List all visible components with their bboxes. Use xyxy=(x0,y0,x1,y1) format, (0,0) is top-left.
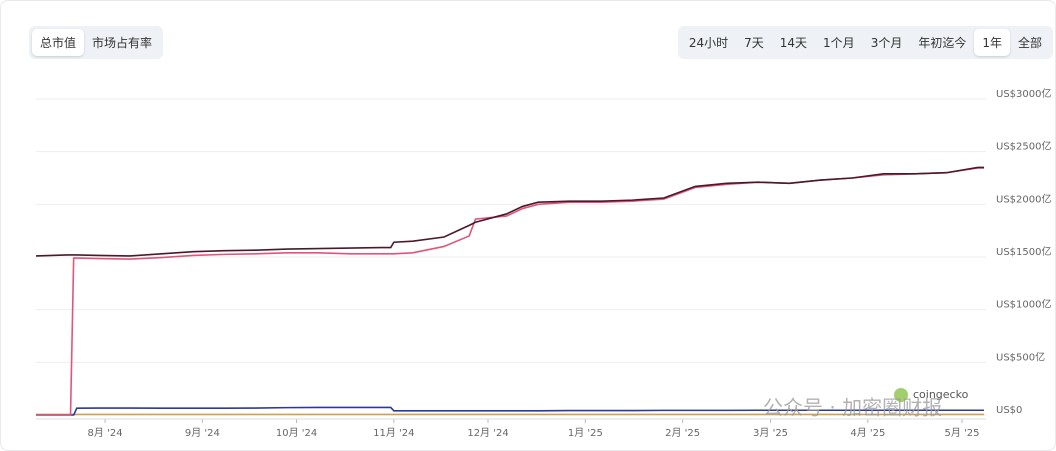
range-selector: 24小时 7天 14天 1个月 3个月 年初迄今 1年 全部 xyxy=(677,26,1053,59)
x-tick-label: 9月 '24 xyxy=(185,427,220,439)
x-tick-label: 8月 '24 xyxy=(88,427,123,439)
x-tick-label: 3月 '25 xyxy=(753,427,788,439)
x-tick-label: 12月 '24 xyxy=(467,427,508,439)
toggle-button[interactable]: 市场占有率 xyxy=(92,36,153,50)
y-tick-label: US$2000亿 xyxy=(996,192,1051,205)
watermark-logo xyxy=(894,388,908,402)
y-tick-label: US$1000亿 xyxy=(996,298,1051,311)
view-toggle: 总市值 市场占有率 xyxy=(29,26,164,59)
range-button[interactable]: 14天 xyxy=(779,36,808,50)
toggle-button[interactable]: 总市值 xyxy=(32,29,85,56)
watermark-brand: coingecko xyxy=(913,388,969,401)
y-tick-label: US$0 xyxy=(996,405,1022,416)
range-button[interactable]: 24小时 xyxy=(688,36,729,50)
range-button[interactable]: 3个月 xyxy=(870,36,903,50)
range-button[interactable]: 全部 xyxy=(1017,36,1042,50)
x-tick-label: 2月 '25 xyxy=(665,427,700,439)
watermark-text: 公众号 · 加密圈财报 xyxy=(763,396,942,420)
y-tick-label: US$1500亿 xyxy=(996,245,1051,258)
x-tick-label: 1月 '25 xyxy=(568,427,603,439)
x-tick-label: 11月 '24 xyxy=(373,427,414,439)
x-tick-label: 10月 '24 xyxy=(276,427,317,439)
y-tick-label: US$500亿 xyxy=(996,350,1045,363)
range-button[interactable]: 1年 xyxy=(974,29,1010,56)
x-tick-label: 5月 '25 xyxy=(945,427,980,439)
range-button[interactable]: 1个月 xyxy=(823,36,855,50)
range-button[interactable]: 年初迄今 xyxy=(918,36,967,50)
x-tick-label: 4月 '25 xyxy=(850,427,885,439)
y-tick-label: US$2500亿 xyxy=(996,140,1051,153)
series-line xyxy=(36,406,984,416)
series-line xyxy=(35,166,984,257)
y-tick-label: US$3000亿 xyxy=(996,87,1051,100)
range-button[interactable]: 7天 xyxy=(744,36,764,50)
series-line xyxy=(36,167,984,416)
